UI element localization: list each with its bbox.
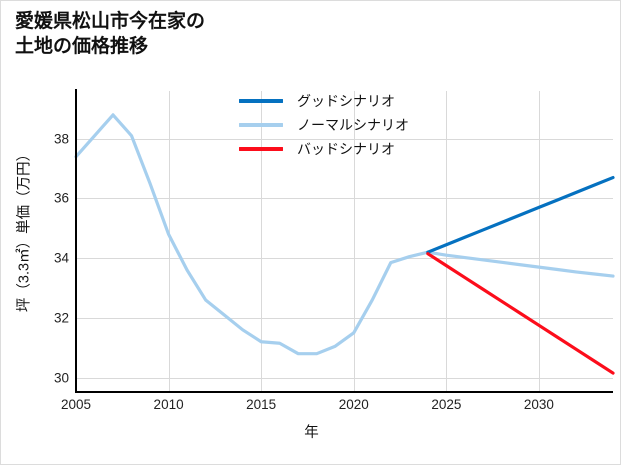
plot-area: [74, 91, 615, 391]
gridline-vertical: [261, 91, 262, 391]
legend-swatch-icon: [239, 147, 283, 151]
legend-swatch-icon: [239, 99, 283, 103]
legend-item[interactable]: ノーマルシナリオ: [239, 113, 449, 137]
y-tick-label: 30: [53, 370, 69, 386]
y-tick-label: 38: [53, 131, 69, 147]
x-axis-tick-labels: 2005 2010 2015 2020 2025 2030: [61, 397, 613, 417]
series-line: [426, 175, 615, 254]
y-axis-title: 坪（3.3㎡）単価（万円）: [16, 146, 33, 313]
gridline-horizontal: [76, 258, 613, 259]
chart-legend: グッドシナリオ ノーマルシナリオ バッドシナリオ: [239, 89, 449, 161]
x-tick-label: 2010: [153, 397, 184, 412]
series-line: [74, 113, 615, 356]
x-tick-label: 2025: [431, 397, 462, 412]
gridline-horizontal: [76, 378, 613, 379]
legend-label: グッドシナリオ: [297, 93, 395, 109]
gridline-horizontal: [76, 318, 613, 319]
gridline-vertical: [446, 91, 447, 391]
gridline-vertical: [539, 91, 540, 391]
gridline-vertical: [169, 91, 170, 391]
x-tick-label: 2030: [523, 397, 554, 412]
x-axis-spine: [75, 391, 613, 393]
y-axis-tick-labels: 30 32 34 36 38: [29, 91, 69, 391]
x-axis-title: 年: [304, 425, 319, 441]
legend-item[interactable]: グッドシナリオ: [239, 89, 449, 113]
legend-label: ノーマルシナリオ: [297, 117, 409, 133]
gridline-vertical: [354, 91, 355, 391]
x-tick-label: 2005: [60, 397, 92, 412]
x-tick-label: 2015: [246, 397, 277, 412]
gridline-horizontal: [76, 198, 613, 199]
y-tick-label: 34: [53, 250, 69, 266]
series-lines: [74, 113, 615, 375]
y-axis-spine: [75, 89, 77, 393]
legend-swatch-icon: [239, 123, 283, 127]
y-tick-label: 36: [53, 190, 69, 206]
gridline-horizontal: [76, 139, 613, 140]
x-tick-label: 2020: [338, 397, 369, 412]
legend-label: バッドシナリオ: [297, 141, 395, 157]
legend-item[interactable]: バッドシナリオ: [239, 137, 449, 161]
y-tick-label: 32: [53, 310, 69, 326]
page-title: 愛媛県松山市今在家の 土地の価格推移: [15, 11, 206, 58]
series-line: [426, 252, 615, 375]
